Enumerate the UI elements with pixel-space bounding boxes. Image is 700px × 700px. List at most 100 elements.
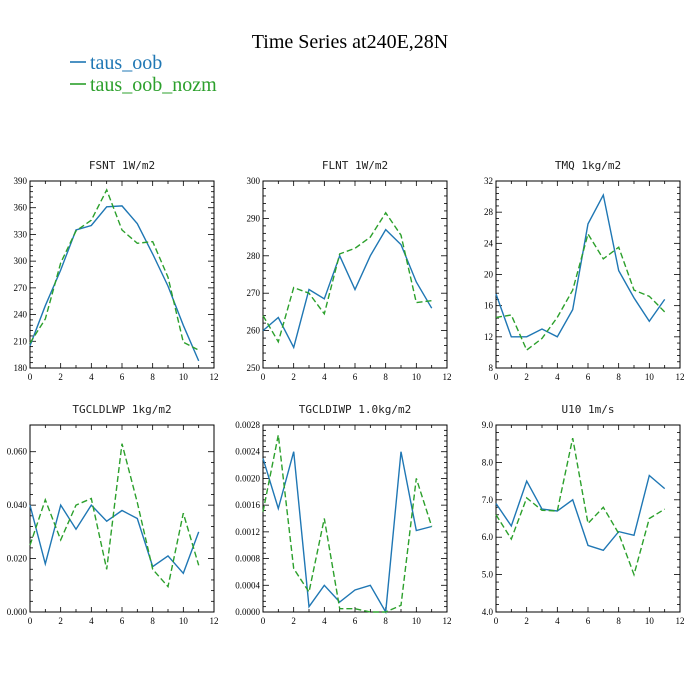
y-tick-label: 4.0 — [482, 607, 494, 617]
x-tick-label: 4 — [89, 616, 94, 626]
x-tick-label: 2 — [524, 616, 529, 626]
chart-panel-4: TGCLDIWP 1.0kg/m2 0 2 4 6 8 10 12 0.0000 0.0004 0.… — [235, 403, 451, 626]
axis-frame — [262, 424, 448, 613]
series-line-taus-oob — [29, 205, 200, 362]
x-tick-label: 0 — [28, 616, 33, 626]
chart-panel-3: TGCLDLWP 1kg/m2 0 2 4 6 8 10 12 0.000 0.020 0.040 0… — [7, 403, 219, 626]
series-line-taus-oob-nozm — [262, 434, 433, 613]
series-line-taus-oob — [29, 503, 200, 575]
panel-title: TGCLDIWP 1.0kg/m2 — [299, 403, 412, 416]
x-tick-label: 10 — [412, 616, 422, 626]
y-tick-label: 7.0 — [482, 495, 494, 505]
y-tick-label: 390 — [14, 176, 28, 186]
y-tick-label: 0.0028 — [235, 420, 260, 430]
y-tick-label: 0.000 — [7, 607, 28, 617]
x-tick-label: 2 — [291, 616, 296, 626]
y-tick-label: 0.020 — [7, 554, 28, 564]
y-tick-label: 300 — [14, 256, 28, 266]
x-tick-label: 0 — [494, 372, 499, 382]
x-tick-label: 10 — [412, 372, 422, 382]
x-tick-label: 8 — [150, 372, 155, 382]
y-tick-label: 0.060 — [7, 447, 28, 457]
x-tick-label: 0 — [261, 372, 266, 382]
y-tick-label: 0.0000 — [235, 607, 260, 617]
x-tick-label: 10 — [179, 372, 189, 382]
panel-title: FSNT 1W/m2 — [89, 159, 155, 172]
x-tick-label: 12 — [676, 372, 685, 382]
legend: taus_oob taus_oob_nozm — [70, 52, 217, 96]
y-tick-label: 270 — [14, 283, 28, 293]
y-tick-label: 240 — [14, 310, 28, 320]
y-tick-label: 260 — [247, 326, 261, 336]
x-tick-label: 6 — [120, 372, 125, 382]
y-tick-label: 360 — [14, 203, 28, 213]
chart-panel-5: U10 1m/s 0 2 4 6 8 10 12 4.0 5.0 6.0 7.0 8.0 9.0 — [482, 403, 685, 626]
x-tick-label: 4 — [322, 372, 327, 382]
x-tick-label: 2 — [524, 372, 529, 382]
series-line-taus-oob — [262, 451, 432, 615]
series-line-taus-oob-nozm — [262, 211, 432, 344]
y-tick-label: 12 — [484, 332, 493, 342]
x-tick-label: 10 — [179, 616, 189, 626]
x-tick-label: 8 — [383, 372, 388, 382]
y-tick-label: 0.040 — [7, 500, 28, 510]
y-tick-label: 0.0008 — [235, 554, 260, 564]
x-tick-label: 8 — [616, 372, 621, 382]
x-tick-label: 10 — [645, 372, 655, 382]
x-tick-label: 4 — [322, 616, 327, 626]
y-tick-label: 8 — [489, 363, 494, 373]
x-tick-label: 12 — [210, 616, 219, 626]
chart-panel-1: FLNT 1W/m2 0 2 4 6 8 10 12 250 260 270 280 290 300 — [247, 159, 452, 382]
y-tick-label: 0.0012 — [235, 527, 260, 537]
panel-title: TMQ 1kg/m2 — [555, 159, 621, 172]
y-tick-label: 8.0 — [482, 457, 494, 467]
axis-frame — [495, 180, 681, 369]
panel-title: U10 1m/s — [562, 403, 615, 416]
y-tick-label: 0.0016 — [235, 500, 260, 510]
y-tick-label: 32 — [484, 176, 493, 186]
y-tick-label: 0.0020 — [235, 473, 260, 483]
x-tick-label: 2 — [58, 372, 63, 382]
chart-panel-0: FSNT 1W/m2 0 2 4 6 8 10 12 180 210 240 270 300 330 360… — [14, 159, 219, 382]
y-tick-label: 270 — [247, 288, 261, 298]
y-tick-label: 330 — [14, 229, 28, 239]
series-line-taus-oob — [495, 474, 666, 552]
x-tick-label: 12 — [210, 372, 219, 382]
y-tick-label: 0.0004 — [235, 580, 260, 590]
legend-label-taus-oob-nozm: taus_oob_nozm — [90, 74, 217, 96]
y-tick-label: 16 — [484, 301, 494, 311]
figure-title: Time Series at240E,28N — [252, 31, 448, 53]
panel-title: TGCLDLWP 1kg/m2 — [72, 403, 171, 416]
x-tick-label: 12 — [443, 372, 452, 382]
x-tick-label: 2 — [58, 616, 63, 626]
x-tick-label: 12 — [676, 616, 685, 626]
panel-title: FLNT 1W/m2 — [322, 159, 388, 172]
x-tick-label: 6 — [353, 372, 358, 382]
y-tick-label: 210 — [14, 336, 28, 346]
x-tick-label: 0 — [261, 616, 266, 626]
y-tick-label: 24 — [484, 238, 494, 248]
x-tick-label: 10 — [645, 616, 655, 626]
series-line-taus-oob-nozm — [495, 437, 666, 577]
x-tick-label: 8 — [616, 616, 621, 626]
x-tick-label: 6 — [353, 616, 358, 626]
legend-label-taus-oob: taus_oob — [90, 52, 162, 74]
axis-frame — [495, 424, 681, 613]
y-tick-label: 180 — [14, 363, 28, 373]
x-tick-label: 4 — [555, 616, 560, 626]
x-tick-label: 6 — [120, 616, 125, 626]
y-tick-label: 0.0024 — [235, 447, 260, 457]
y-tick-label: 6.0 — [482, 532, 494, 542]
x-tick-label: 4 — [555, 372, 560, 382]
y-tick-label: 280 — [247, 251, 261, 261]
y-tick-label: 300 — [247, 176, 261, 186]
x-tick-label: 12 — [443, 616, 452, 626]
x-tick-label: 4 — [89, 372, 94, 382]
panels: FSNT 1W/m20 2 4 6 8 10 12180210240270300330360… — [7, 159, 685, 626]
x-tick-label: 0 — [494, 616, 499, 626]
x-tick-label: 6 — [586, 372, 591, 382]
series-line-taus-oob-nozm — [29, 443, 200, 589]
series-line-taus-oob-nozm — [495, 232, 666, 352]
x-tick-label: 6 — [586, 616, 591, 626]
